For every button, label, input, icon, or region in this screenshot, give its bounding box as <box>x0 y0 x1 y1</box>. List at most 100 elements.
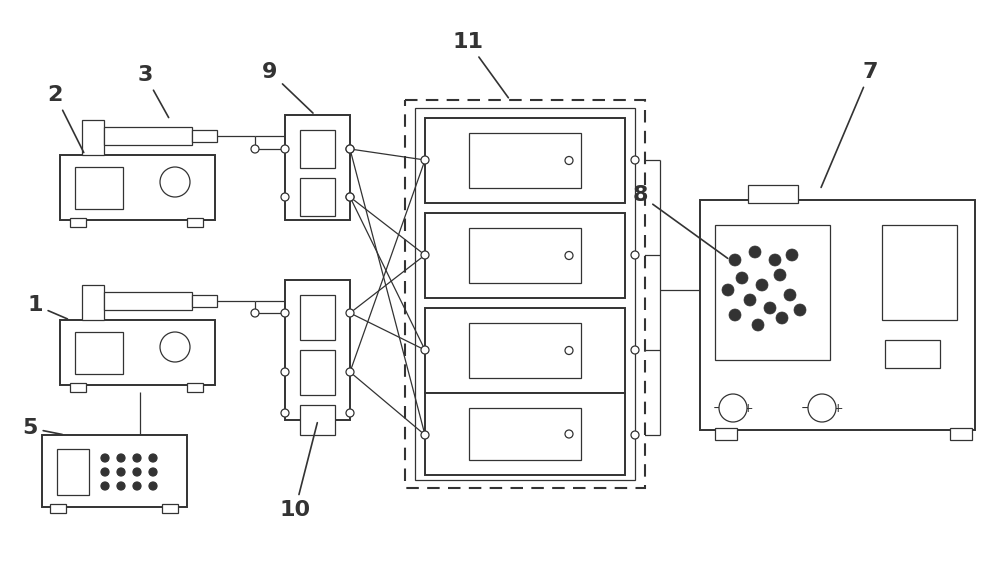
Circle shape <box>281 368 289 376</box>
Bar <box>75 332 123 374</box>
Circle shape <box>631 156 639 164</box>
Circle shape <box>346 193 354 201</box>
Bar <box>70 383 86 392</box>
Circle shape <box>631 251 639 259</box>
Bar <box>425 213 625 298</box>
Text: 10: 10 <box>279 423 317 520</box>
Text: −: − <box>801 402 811 414</box>
Circle shape <box>786 249 798 261</box>
Circle shape <box>133 482 141 490</box>
Circle shape <box>281 193 289 201</box>
Circle shape <box>160 167 190 197</box>
Circle shape <box>346 309 354 317</box>
Circle shape <box>101 454 109 462</box>
Bar <box>192 130 217 142</box>
Circle shape <box>133 454 141 462</box>
Circle shape <box>346 145 354 153</box>
Text: 7: 7 <box>821 62 878 187</box>
Bar <box>300 130 335 168</box>
Bar <box>469 407 581 460</box>
Circle shape <box>346 193 354 201</box>
Bar <box>300 178 335 216</box>
Bar <box>42 435 187 507</box>
Bar <box>425 118 625 203</box>
Circle shape <box>281 409 289 417</box>
Bar <box>469 323 581 377</box>
Bar <box>715 428 737 440</box>
Bar <box>715 225 830 360</box>
Circle shape <box>281 145 289 153</box>
Circle shape <box>764 302 776 314</box>
Bar <box>700 200 975 430</box>
Text: 5: 5 <box>22 418 62 438</box>
Bar <box>405 100 645 488</box>
Circle shape <box>776 312 788 324</box>
Circle shape <box>346 368 354 376</box>
Circle shape <box>729 309 741 321</box>
Circle shape <box>117 468 125 476</box>
Bar <box>82 285 104 320</box>
Circle shape <box>794 304 806 316</box>
Text: 1: 1 <box>27 295 67 319</box>
Bar <box>60 320 215 385</box>
Circle shape <box>631 346 639 354</box>
Circle shape <box>774 269 786 281</box>
Circle shape <box>251 309 259 317</box>
Circle shape <box>421 431 429 439</box>
Bar <box>60 155 215 220</box>
Bar <box>885 340 940 368</box>
Circle shape <box>101 468 109 476</box>
Circle shape <box>752 319 764 331</box>
Circle shape <box>149 454 157 462</box>
Bar <box>300 405 335 435</box>
Circle shape <box>749 246 761 258</box>
Text: 11: 11 <box>452 32 508 98</box>
Text: +: + <box>833 402 843 414</box>
Circle shape <box>729 254 741 266</box>
Bar <box>285 280 350 420</box>
Bar <box>950 428 972 440</box>
Bar <box>300 295 335 340</box>
Text: 8: 8 <box>632 185 728 258</box>
Circle shape <box>756 279 768 291</box>
Circle shape <box>346 409 354 417</box>
Circle shape <box>133 468 141 476</box>
Circle shape <box>149 482 157 490</box>
Bar <box>415 108 635 480</box>
Circle shape <box>281 309 289 317</box>
Circle shape <box>160 332 190 362</box>
Circle shape <box>744 294 756 306</box>
Bar <box>425 393 625 475</box>
Circle shape <box>421 251 429 259</box>
Circle shape <box>722 284 734 296</box>
Bar <box>192 295 217 307</box>
Bar <box>469 228 581 283</box>
Bar <box>82 120 104 155</box>
Bar <box>50 504 66 513</box>
Circle shape <box>769 254 781 266</box>
Bar <box>104 127 192 145</box>
Text: 3: 3 <box>137 65 169 117</box>
Circle shape <box>565 430 573 438</box>
Text: 9: 9 <box>262 62 313 113</box>
Circle shape <box>117 454 125 462</box>
Bar <box>162 504 178 513</box>
Circle shape <box>346 145 354 153</box>
Text: 2: 2 <box>47 85 84 153</box>
Circle shape <box>421 156 429 164</box>
Bar <box>57 449 89 495</box>
Bar <box>187 383 203 392</box>
Bar <box>285 115 350 220</box>
Circle shape <box>565 346 573 354</box>
Bar <box>425 308 625 393</box>
Bar <box>75 167 123 209</box>
Bar <box>882 225 957 320</box>
Bar <box>187 218 203 227</box>
Circle shape <box>421 346 429 354</box>
Circle shape <box>565 251 573 260</box>
Circle shape <box>631 431 639 439</box>
Bar <box>70 218 86 227</box>
Circle shape <box>784 289 796 301</box>
Circle shape <box>565 157 573 165</box>
Circle shape <box>808 394 836 422</box>
